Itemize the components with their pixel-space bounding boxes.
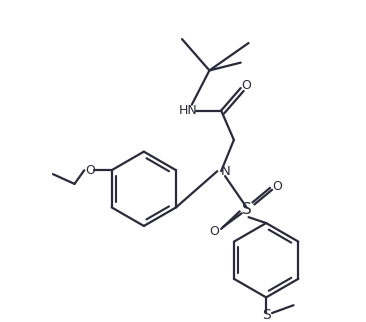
Text: O: O	[272, 180, 282, 193]
Text: O: O	[209, 225, 219, 238]
Text: HN: HN	[179, 104, 197, 117]
Text: O: O	[242, 79, 251, 91]
Text: S: S	[242, 202, 251, 217]
Text: S: S	[262, 308, 270, 322]
Text: O: O	[85, 164, 95, 177]
Text: N: N	[221, 165, 231, 178]
